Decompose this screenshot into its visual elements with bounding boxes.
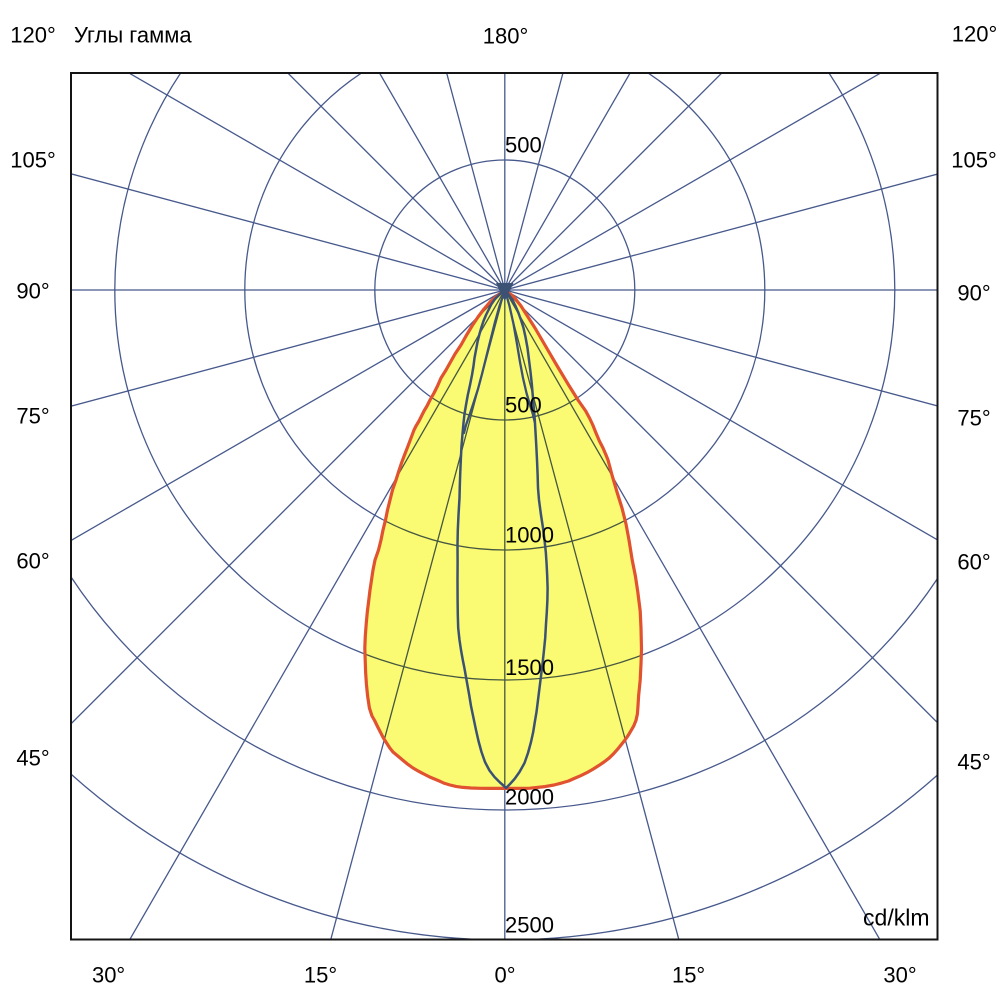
svg-text:2000: 2000 [505, 785, 554, 810]
svg-text:15°: 15° [304, 963, 337, 988]
svg-text:60°: 60° [957, 550, 990, 575]
svg-text:45°: 45° [957, 750, 990, 775]
svg-text:90°: 90° [957, 281, 990, 306]
svg-text:105°: 105° [951, 148, 997, 173]
svg-text:60°: 60° [16, 549, 49, 574]
svg-text:500: 500 [505, 393, 542, 418]
svg-text:cd/klm: cd/klm [863, 905, 929, 931]
svg-text:45°: 45° [16, 746, 49, 771]
svg-text:0°: 0° [494, 963, 515, 988]
svg-text:500: 500 [505, 133, 542, 158]
svg-text:Углы гамма: Углы гамма [74, 23, 192, 48]
svg-text:75°: 75° [16, 404, 49, 429]
svg-text:1500: 1500 [505, 655, 554, 680]
svg-text:180°: 180° [483, 24, 529, 49]
svg-text:120°: 120° [10, 23, 56, 48]
svg-text:30°: 30° [883, 963, 916, 988]
svg-text:75°: 75° [957, 406, 990, 431]
svg-text:120°: 120° [952, 22, 998, 47]
svg-text:2500: 2500 [505, 913, 554, 938]
svg-text:105°: 105° [10, 148, 56, 173]
svg-text:30°: 30° [92, 963, 125, 988]
svg-text:15°: 15° [672, 963, 705, 988]
svg-text:90°: 90° [16, 279, 49, 304]
svg-text:1000: 1000 [505, 523, 554, 548]
